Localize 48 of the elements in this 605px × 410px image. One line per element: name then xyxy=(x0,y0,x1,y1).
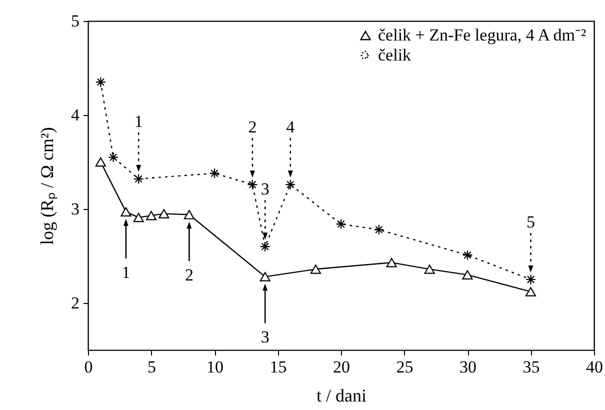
point xyxy=(374,224,384,235)
point xyxy=(386,258,397,268)
point xyxy=(247,179,258,190)
point xyxy=(120,207,132,216)
point xyxy=(108,152,119,163)
annotation: 2 xyxy=(184,266,194,285)
point xyxy=(209,168,220,179)
x-tick-label: 40 xyxy=(586,358,603,376)
x-tick-label: 10 xyxy=(206,358,224,376)
point xyxy=(424,264,435,274)
x-axis-title: t / dani xyxy=(316,386,366,406)
point xyxy=(133,212,144,222)
x-tick-label: 25 xyxy=(396,358,414,376)
point xyxy=(95,157,106,167)
point xyxy=(260,272,270,282)
point xyxy=(285,179,296,190)
annotation: 2 xyxy=(248,118,257,137)
legend-label: čelik + Zn-Fe legura, 4 A dm⁻² xyxy=(378,26,586,44)
y-tick-label: 2 xyxy=(71,294,80,312)
annotation: 1 xyxy=(134,112,143,131)
annotation: 1 xyxy=(122,262,130,282)
x-tick-label: 5 xyxy=(148,358,156,376)
x-tick-label: 0 xyxy=(84,358,93,376)
point xyxy=(310,264,321,274)
point xyxy=(525,274,536,285)
y-tick-label: 5 xyxy=(71,12,80,30)
annotation: 3 xyxy=(260,180,270,199)
x-tick-label: 30 xyxy=(460,358,476,376)
point xyxy=(336,218,346,230)
annotation: 3 xyxy=(260,328,270,347)
point xyxy=(158,209,170,218)
annotation: 5 xyxy=(526,212,535,232)
x-tick-label: 35 xyxy=(522,358,540,376)
point xyxy=(260,241,270,252)
point xyxy=(462,250,473,260)
y-axis-title: log (Rₚ / Ω cm²) xyxy=(37,127,58,245)
point xyxy=(146,210,157,220)
point xyxy=(525,287,536,296)
point xyxy=(133,174,144,184)
point xyxy=(95,76,106,88)
x-tick-label: 15 xyxy=(270,358,287,376)
y-tick-label: 4 xyxy=(71,106,80,124)
point xyxy=(184,210,194,220)
legend-label: čelik xyxy=(378,46,412,64)
point xyxy=(462,270,473,280)
y-tick-label: 3 xyxy=(71,200,80,218)
x-tick-label: 20 xyxy=(333,358,350,376)
annotation: 4 xyxy=(286,118,296,137)
